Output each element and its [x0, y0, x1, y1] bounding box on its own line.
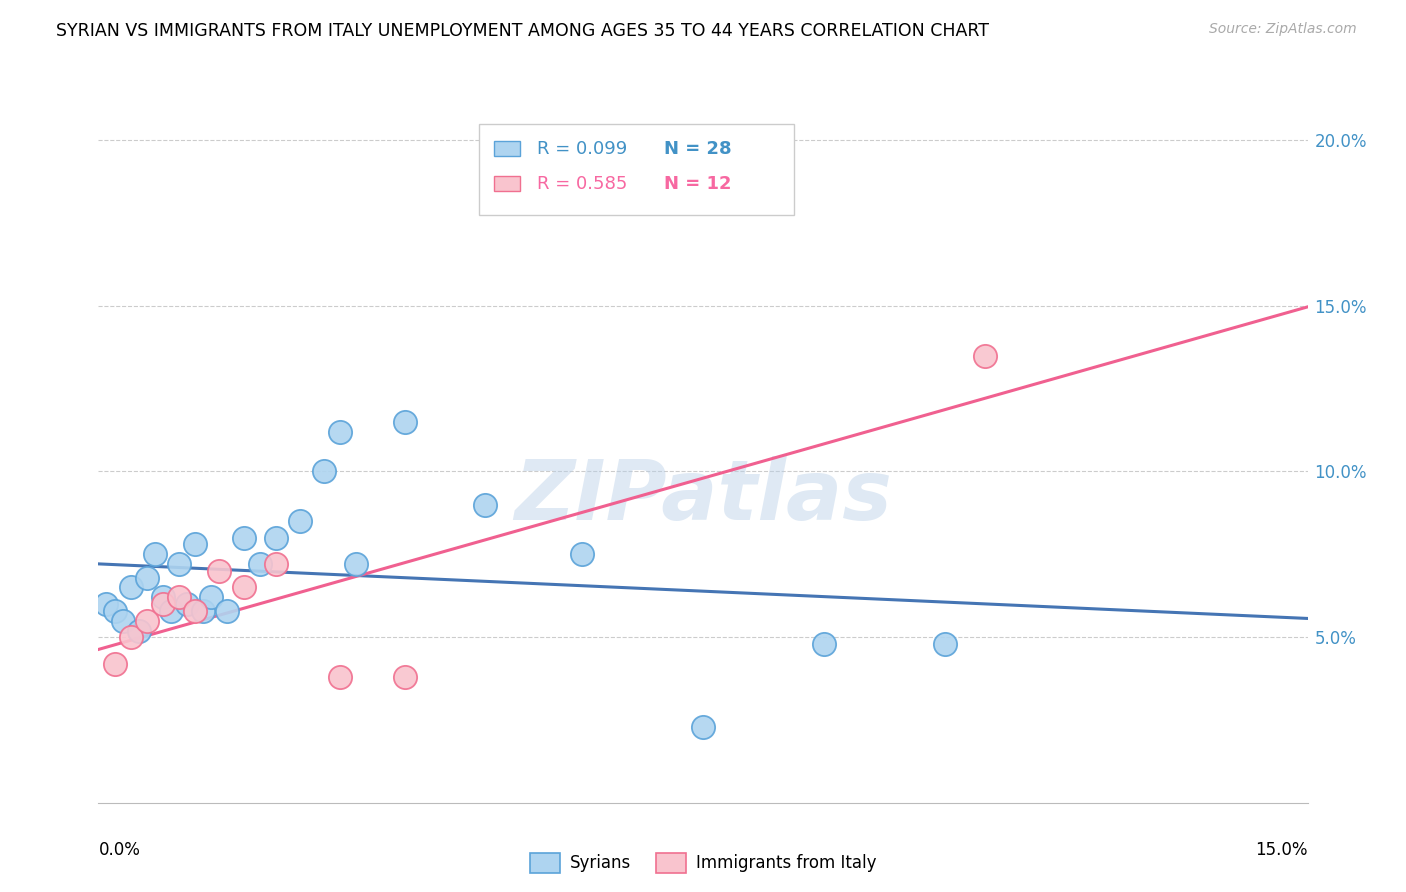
Point	[152, 597, 174, 611]
Legend: Syrians, Immigrants from Italy: Syrians, Immigrants from Italy	[523, 847, 883, 880]
Point	[344, 558, 367, 572]
Point	[571, 547, 593, 561]
Text: SYRIAN VS IMMIGRANTS FROM ITALY UNEMPLOYMENT AMONG AGES 35 TO 44 YEARS CORRELATI: SYRIAN VS IMMIGRANTS FROM ITALY UNEMPLOY…	[56, 22, 990, 40]
Point	[167, 558, 190, 572]
Point	[314, 465, 336, 479]
Point	[474, 498, 496, 512]
Point	[103, 604, 125, 618]
Point	[160, 604, 183, 618]
Point	[135, 570, 157, 584]
Text: ZIPatlas: ZIPatlas	[515, 456, 891, 537]
Point	[167, 591, 190, 605]
FancyBboxPatch shape	[494, 141, 520, 156]
Text: R = 0.099: R = 0.099	[537, 140, 627, 158]
Point	[232, 581, 254, 595]
Point	[176, 597, 198, 611]
Point	[208, 564, 231, 578]
Point	[143, 547, 166, 561]
Point	[184, 604, 207, 618]
Point	[934, 637, 956, 651]
Point	[96, 597, 118, 611]
Point	[184, 537, 207, 551]
Point	[217, 604, 239, 618]
Point	[288, 514, 311, 528]
Point	[329, 425, 352, 439]
Point	[193, 604, 215, 618]
Point	[394, 670, 416, 684]
Text: N = 28: N = 28	[664, 140, 733, 158]
Text: R = 0.585: R = 0.585	[537, 175, 627, 193]
Point	[394, 415, 416, 429]
Point	[974, 349, 997, 363]
Point	[200, 591, 222, 605]
Point	[111, 614, 134, 628]
Point	[232, 531, 254, 545]
Text: 15.0%: 15.0%	[1256, 841, 1308, 859]
Point	[264, 531, 287, 545]
Point	[264, 558, 287, 572]
Point	[692, 720, 714, 734]
Point	[120, 630, 142, 644]
Point	[329, 670, 352, 684]
FancyBboxPatch shape	[494, 176, 520, 191]
Point	[152, 591, 174, 605]
Text: Source: ZipAtlas.com: Source: ZipAtlas.com	[1209, 22, 1357, 37]
FancyBboxPatch shape	[479, 124, 793, 215]
Point	[135, 614, 157, 628]
Point	[249, 558, 271, 572]
Point	[103, 657, 125, 671]
Text: 0.0%: 0.0%	[98, 841, 141, 859]
Text: N = 12: N = 12	[664, 175, 731, 193]
Point	[120, 581, 142, 595]
Point	[813, 637, 835, 651]
Point	[128, 624, 150, 638]
